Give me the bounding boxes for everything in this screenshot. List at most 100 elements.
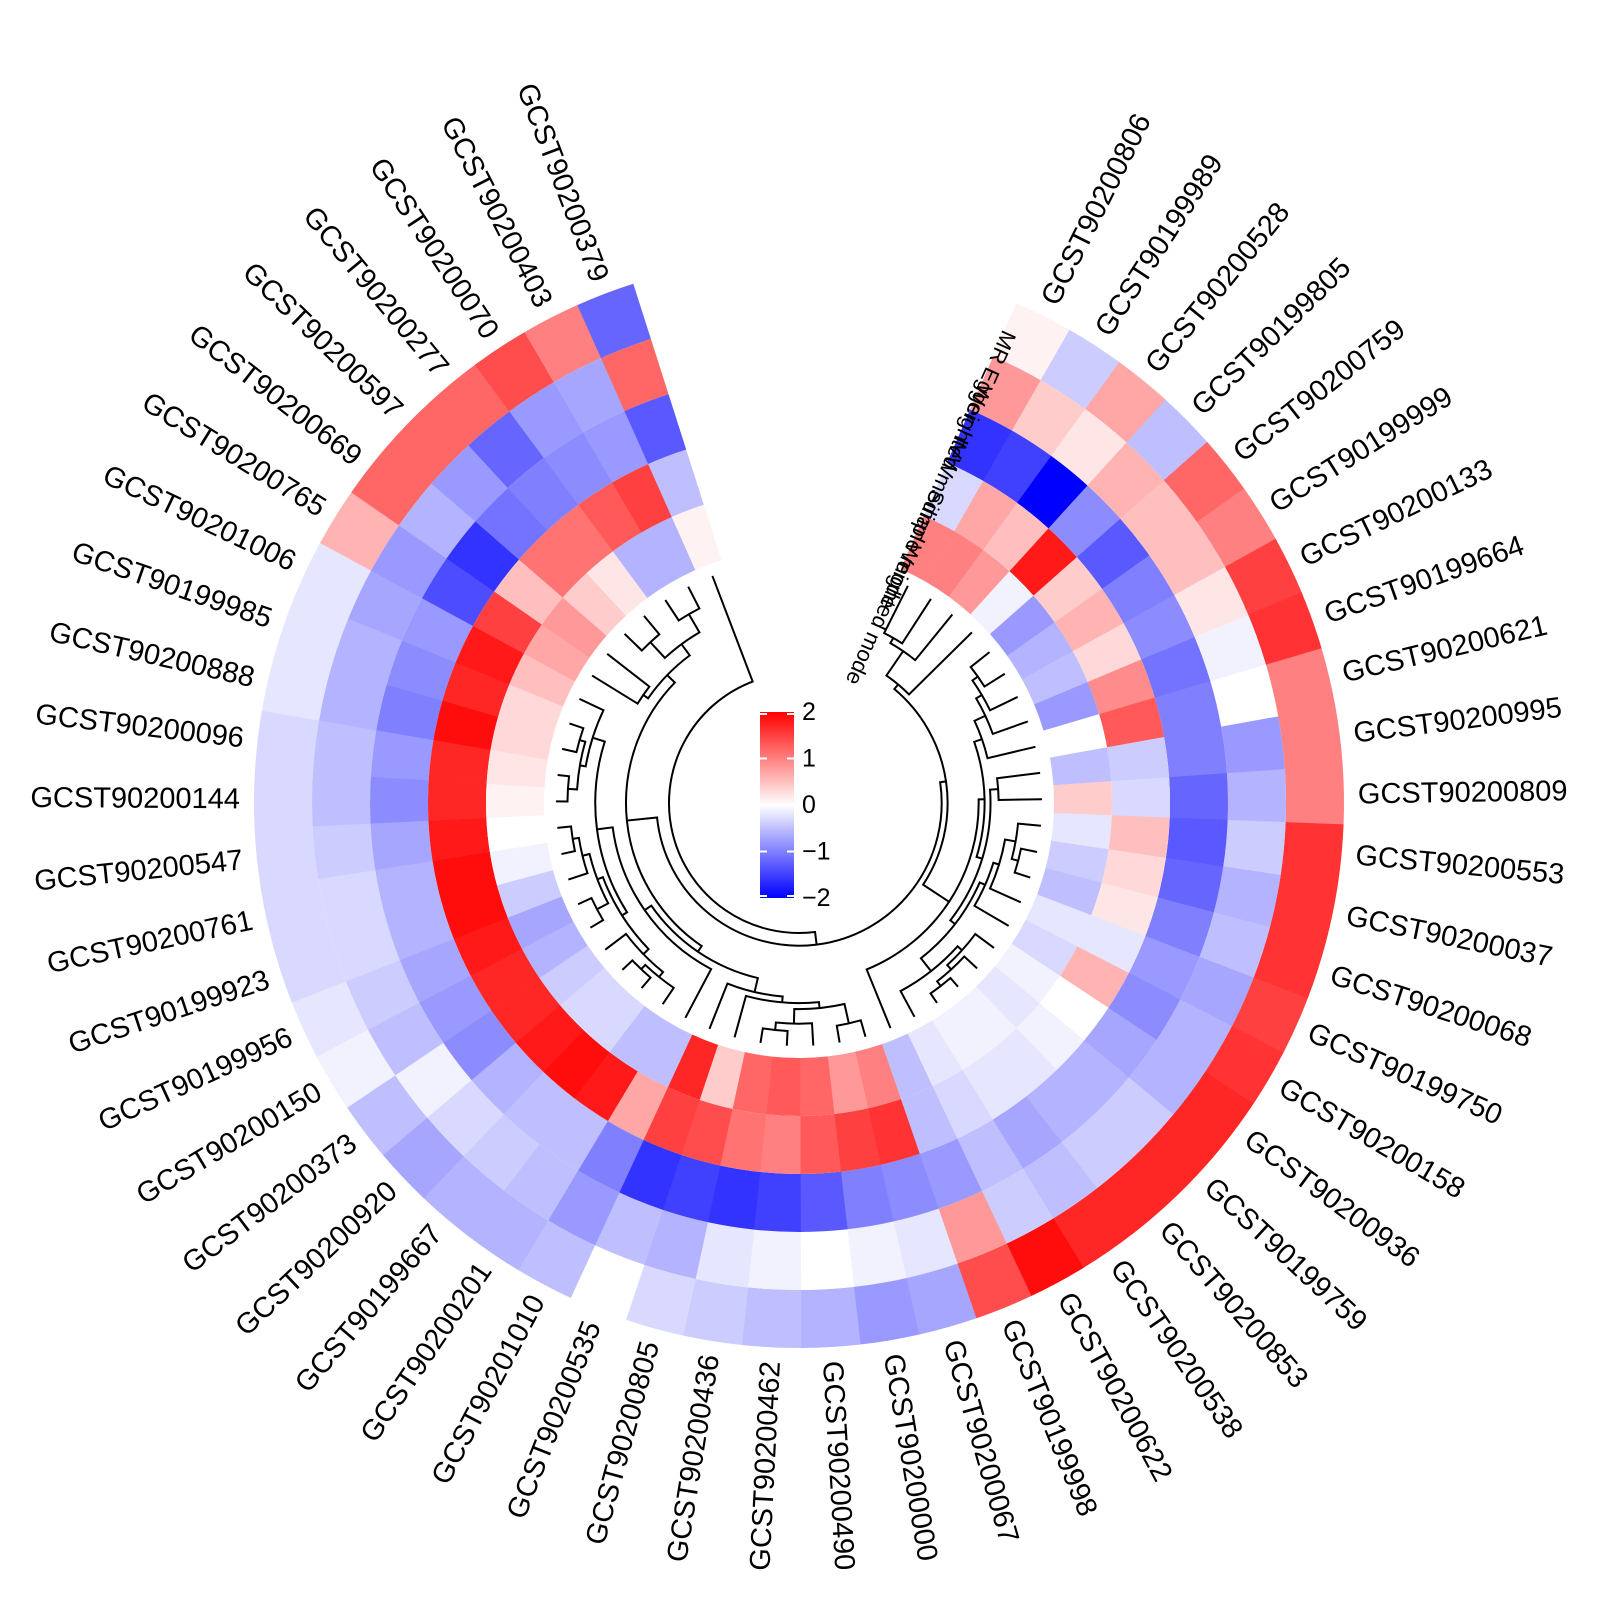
gene-label-GCST90200761: GCST90200761: [44, 905, 256, 980]
heatmap-cell-GCST90200759-simple-mode: [1033, 557, 1103, 623]
heatmap-cell-GCST90200621-simple-mode: [1099, 697, 1165, 748]
dendrogram-branch-35: [708, 982, 784, 1030]
heatmap-cell-GCST90200133-ivw: [1123, 595, 1195, 660]
heatmap-cell-GCST90200000-mr-egger: [853, 1277, 920, 1345]
heatmap-cell-GCST90199999-simple-mode: [1054, 588, 1124, 652]
heatmap-cell-GCST90200403-mr-egger: [524, 304, 602, 383]
heatmap-cell-GCST90201010-weighted-mode: [637, 1021, 693, 1088]
heatmap-cell-GCST90199923-mr-egger: [273, 930, 346, 1003]
heatmap-cell-GCST90200528-mr-egger: [1085, 362, 1166, 443]
dendrogram-branch-49: [668, 575, 818, 945]
heatmap-cell-GCST90200528-weighted-mode: [948, 549, 1010, 615]
heatmap-cell-GCST90200158-weighted-mode: [1011, 919, 1078, 976]
heatmap-cell-GCST90200806-simple-mode: [923, 462, 984, 532]
dendrogram-branch-3: [621, 958, 652, 989]
legend-tick-label: −2: [802, 884, 831, 912]
heatmap-cell-GCST90199664-simple-mode: [1087, 659, 1155, 715]
heatmap-cell-GCST90200144-mr-egger: [254, 769, 313, 830]
heatmap-cell-GCST90200936-weighted-median: [1128, 1039, 1206, 1115]
heatmap-cell-GCST90200436-simple-mode: [719, 1108, 767, 1172]
heatmap-cell-GCST90200133-simple-mode: [1072, 623, 1142, 683]
dendrogram-branch-11: [640, 963, 676, 1005]
dendrogram-branch-26: [973, 861, 1010, 927]
heatmap-cell-GCST90199989-simple-mode: [954, 480, 1018, 550]
heatmap-cell-GCST90200765-weighted-mode: [523, 624, 590, 682]
heatmap-cell-GCST90200462-mr-egger: [741, 1287, 802, 1348]
dendrogram-branch-19: [969, 651, 1006, 688]
heatmap-cell-GCST90200547-weighted-mode: [486, 815, 548, 852]
heatmap-cell-GCST90199750-weighted-mode: [1025, 894, 1092, 947]
heatmap-cell-GCST90199989-weighted-median: [1011, 380, 1086, 457]
heatmap-cell-GCST90200068-weighted-median: [1199, 912, 1270, 978]
gene-label-GCST90200547: GCST90200547: [33, 844, 245, 897]
heatmap-cell-GCST90200622-weighted-median: [981, 1168, 1054, 1244]
heatmap-cell-GCST90200920-mr-egger: [382, 1117, 464, 1199]
heatmap-cell-GCST90200201-weighted-median: [503, 1144, 579, 1221]
heatmap-cell-GCST90200067-weighted-mode: [855, 1044, 901, 1109]
heatmap-cell-GCST90200068-simple-mode: [1091, 882, 1158, 937]
heatmap-cell-GCST90199805-ivw: [1048, 485, 1121, 558]
heatmap-cell-GCST90200462-ivw: [753, 1171, 801, 1233]
heatmap-cell-GCST90200096-weighted-median: [312, 720, 377, 777]
heatmap-cell-GCST90200920-weighted-median: [427, 1079, 504, 1157]
heatmap-cell-GCST90199759-mr-egger: [1136, 1114, 1219, 1196]
legend-tick-label: 1: [802, 745, 816, 773]
heatmap-cell-GCST90200070-mr-egger: [474, 331, 555, 412]
heatmap-cell-GCST90200201-simple-mode: [574, 1051, 638, 1122]
heatmap-cell-GCST90200547-ivw: [370, 820, 433, 871]
heatmap-cell-GCST90200853-weighted-median: [1061, 1111, 1138, 1189]
heatmap-cell-GCST90201010-simple-mode: [607, 1071, 668, 1140]
heatmap-cell-GCST90200000-ivw: [840, 1164, 894, 1230]
heatmap-cell-GCST90199759-weighted-mode: [975, 966, 1040, 1029]
dendrogram-branch-18: [623, 615, 661, 652]
heatmap-cell-GCST90200490-simple-mode: [800, 1113, 841, 1174]
heatmap-cell-GCST90200806-mr-egger: [993, 303, 1070, 381]
dendrogram-branch-32: [995, 771, 1042, 801]
gene-label-GCST90200809: GCST90200809: [1358, 775, 1568, 810]
heatmap-cell-GCST90200809-ivw: [1169, 773, 1229, 821]
heatmap-cell-GCST90200809-simple-mode: [1111, 777, 1170, 818]
dendrogram-branch-39: [889, 613, 954, 662]
heatmap-cell-GCST90200759-ivw: [1076, 518, 1150, 590]
heatmap-cell-GCST90200277-weighted-mode: [586, 551, 648, 616]
dendrogram-branch-2: [935, 955, 978, 987]
heatmap-cell-GCST90199664-weighted-mode: [1034, 681, 1100, 731]
heatmap-cell-GCST90200535-weighted-mode: [667, 1034, 719, 1100]
heatmap-cell-GCST90200809-weighted-mode: [1053, 781, 1112, 816]
heatmap-cell-GCST90199805-weighted-median: [1087, 442, 1165, 520]
heatmap-cell-GCST90200547-weighted-median: [312, 823, 376, 880]
heatmap-cell-GCST90200936-mr-egger: [1173, 1071, 1254, 1152]
heatmap-cell-GCST90200037-simple-mode: [1101, 849, 1166, 898]
heatmap-cell-GCST90200067-weighted-median: [893, 1208, 958, 1279]
heatmap-cell-GCST90199999-weighted-median: [1149, 521, 1226, 596]
heatmap-cell-GCST90200597-ivw: [475, 487, 548, 560]
heatmap-cell-GCST90200277-mr-egger: [429, 364, 510, 446]
gene-label-GCST90200490: GCST90200490: [816, 1360, 860, 1571]
dendrogram-branch-29: [792, 1002, 850, 1024]
heatmap-cell-GCST90200995-ivw: [1164, 726, 1227, 778]
heatmap-cell-GCST90200379-mr-egger: [577, 283, 651, 359]
heatmap-cell-GCST90200096-simple-mode: [428, 739, 491, 784]
heatmap-cell-GCST90201010-ivw: [577, 1120, 644, 1193]
heatmap-cell-GCST90200888-ivw: [376, 684, 443, 741]
heatmap-cell-GCST90200158-mr-egger: [1204, 1025, 1284, 1105]
heatmap-cell-GCST90200201-ivw: [539, 1098, 608, 1171]
heatmap-cell-GCST90201006-mr-egger: [294, 542, 372, 619]
heatmap-cell-GCST90200936-ivw: [1084, 1007, 1157, 1078]
heatmap-cell-GCST90200201-weighted-mode: [609, 1005, 668, 1072]
heatmap-cell-GCST90200150-ivw: [419, 975, 492, 1043]
heatmap-cell-GCST90200553-weighted-median: [1223, 819, 1286, 876]
dendrogram: [555, 575, 1042, 1046]
heatmap-cell-GCST90200490-weighted-median: [800, 1229, 855, 1290]
heatmap-cell-GCST90200277-ivw: [507, 457, 579, 531]
heatmap-cell-GCST90200133-mr-egger: [1224, 538, 1302, 616]
heatmap-cell-GCST90200403-ivw: [582, 410, 649, 483]
heatmap-cell-GCST90200144-simple-mode: [427, 780, 487, 821]
heatmap-cell-GCST90200936-simple-mode: [1039, 975, 1109, 1041]
heatmap-cell-GCST90200759-mr-egger: [1163, 441, 1245, 523]
heatmap-cell-GCST90200150-mr-egger: [316, 1029, 396, 1108]
heatmap-cell-GCST90199664-mr-egger: [1248, 592, 1322, 666]
heatmap-cell-GCST90200669-simple-mode: [494, 559, 563, 625]
heatmap-cell-GCST90199998-weighted-median: [938, 1191, 1007, 1264]
heatmap-cell-GCST90199923-ivw: [385, 900, 454, 961]
